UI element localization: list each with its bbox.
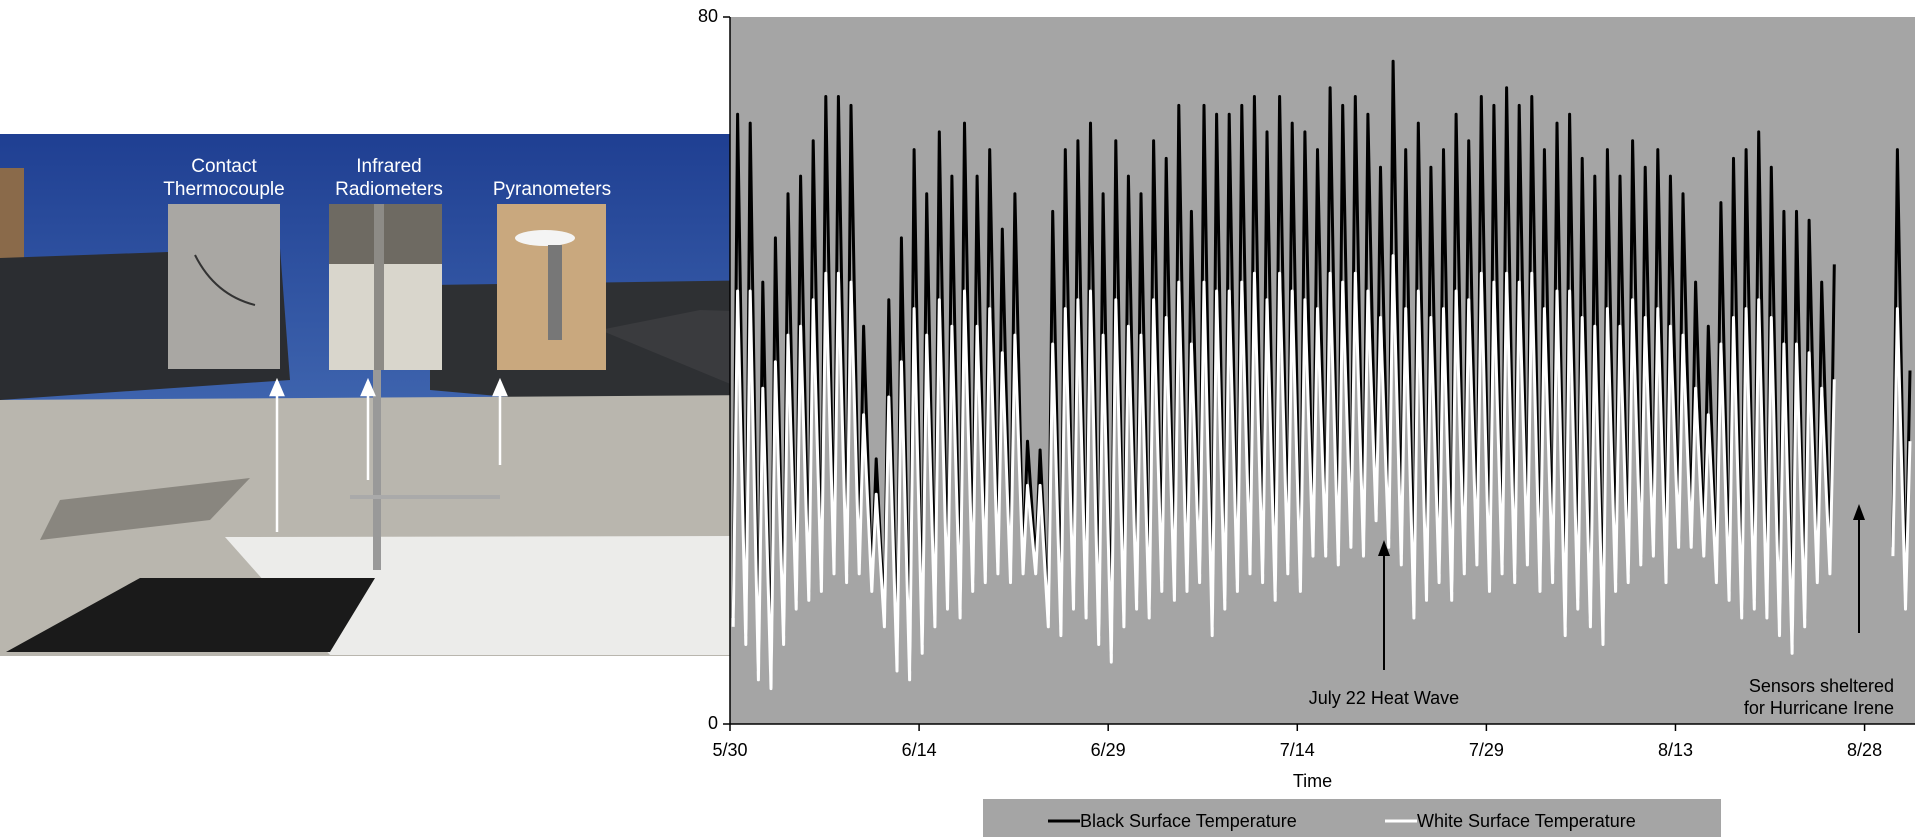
- x-axis-label: Time: [1293, 771, 1332, 791]
- photo-label: Radiometers: [335, 179, 443, 200]
- annotation: for Hurricane Irene: [1744, 698, 1894, 718]
- x-tick-label: 6/14: [902, 740, 937, 760]
- inset-detail: [329, 204, 442, 264]
- x-tick-label: 5/30: [712, 740, 747, 760]
- inset-detail: [374, 204, 384, 370]
- legend-label: Black Surface Temperature: [1080, 811, 1297, 831]
- photo: Contact Thermocouple Infrared Radiometer…: [0, 134, 769, 656]
- x-tick-label: 7/14: [1280, 740, 1315, 760]
- photo-label: Contact: [191, 156, 257, 177]
- annotation: July 22 Heat Wave: [1309, 688, 1459, 708]
- figure: Contact Thermocouple Infrared Radiometer…: [0, 0, 1915, 837]
- chart: 0 80 5/30 6/14 6/29 7/14 7/29 8/13 8/28 Time July …: [698, 6, 1915, 837]
- photo-label: Infrared: [356, 156, 421, 177]
- page: {"photo": {"labels": [["Contact", "Therm…: [0, 0, 1915, 837]
- x-tick-label: 8/28: [1847, 740, 1882, 760]
- x-tick-label: 8/13: [1658, 740, 1693, 760]
- legend-label: White Surface Temperature: [1417, 811, 1636, 831]
- body: Contact Thermocouple Infrared Radiometer…: [0, 0, 1915, 837]
- inset-detail: [515, 230, 575, 246]
- y-tick-label: 80: [698, 6, 718, 26]
- x-tick-label: 6/29: [1091, 740, 1126, 760]
- inset-thermocouple: [168, 204, 280, 369]
- y-tick-label: 0: [708, 713, 718, 733]
- x-tick-label: 7/29: [1469, 740, 1504, 760]
- annotation: Sensors sheltered: [1749, 676, 1894, 696]
- building: [0, 168, 24, 268]
- photo-label: Thermocouple: [163, 179, 284, 200]
- inset-detail: [548, 245, 562, 340]
- photo-label: Pyranometers: [493, 179, 611, 200]
